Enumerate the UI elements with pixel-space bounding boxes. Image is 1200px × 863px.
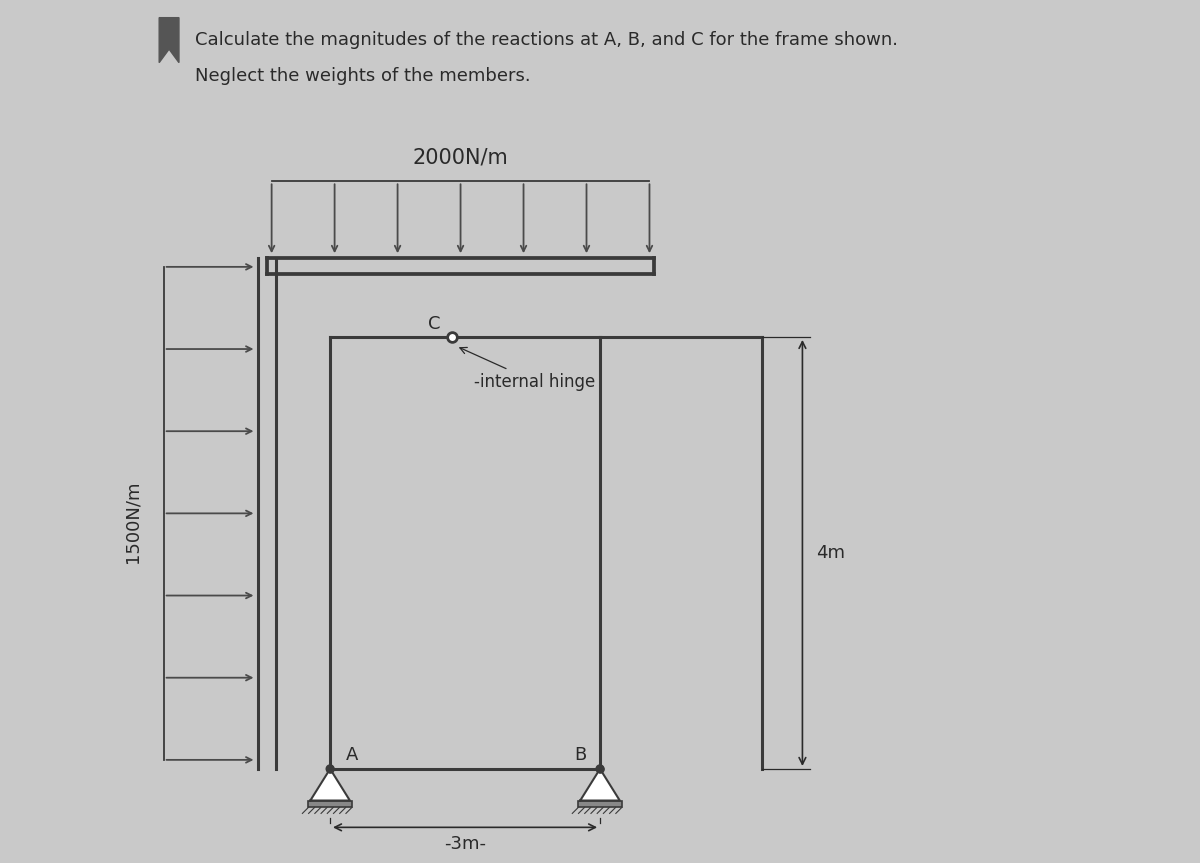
Text: Neglect the weights of the members.: Neglect the weights of the members. xyxy=(196,67,530,85)
Text: A: A xyxy=(347,746,359,765)
Text: -internal hinge: -internal hinge xyxy=(460,348,595,391)
Polygon shape xyxy=(311,769,350,801)
Text: -3m-: -3m- xyxy=(444,835,486,853)
Text: 2000N/m: 2000N/m xyxy=(413,148,509,168)
Circle shape xyxy=(326,765,334,772)
Polygon shape xyxy=(160,17,179,63)
Text: 4m: 4m xyxy=(816,544,845,562)
Circle shape xyxy=(596,765,604,772)
Text: Calculate the magnitudes of the reactions at A, B, and C for the frame shown.: Calculate the magnitudes of the reaction… xyxy=(196,31,898,49)
Text: C: C xyxy=(428,314,440,332)
Bar xyxy=(308,801,352,808)
Text: B: B xyxy=(575,746,587,765)
Polygon shape xyxy=(581,769,619,801)
Bar xyxy=(578,801,622,808)
Text: 1500N/m: 1500N/m xyxy=(124,480,142,563)
